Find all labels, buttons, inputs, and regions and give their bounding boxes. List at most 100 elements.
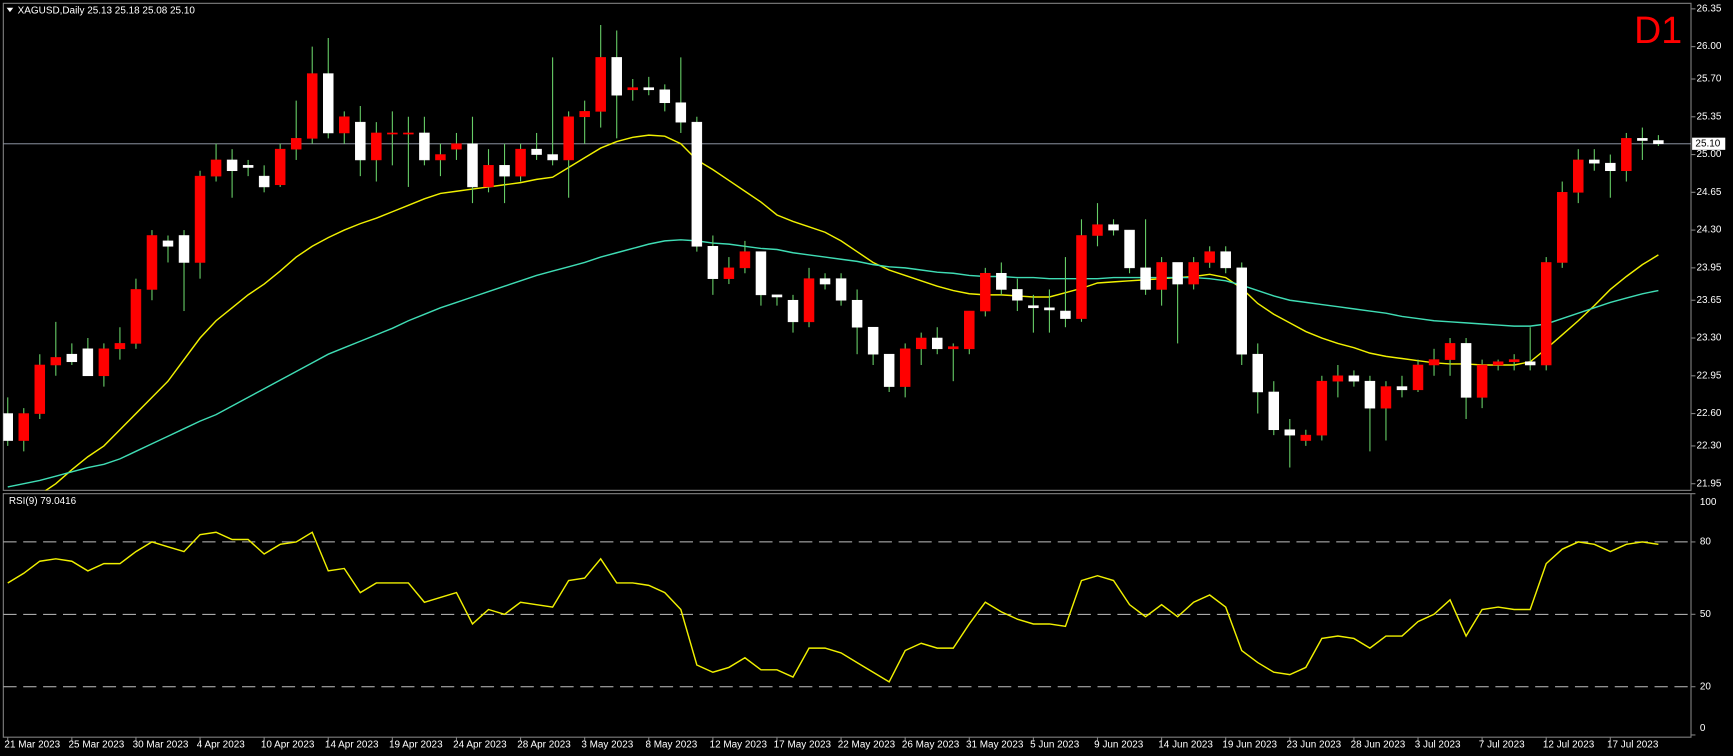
candle-body bbox=[1348, 375, 1360, 382]
candle-body bbox=[18, 413, 30, 441]
x-tick-label: 14 Jun 2023 bbox=[1158, 740, 1213, 751]
candle-body bbox=[723, 267, 735, 279]
candle-body bbox=[355, 121, 366, 161]
candle-body bbox=[3, 413, 13, 441]
candle-body bbox=[419, 132, 430, 161]
candle-body bbox=[1460, 343, 1472, 398]
candle-body bbox=[290, 138, 302, 150]
candle-body bbox=[1332, 375, 1344, 382]
candle-body bbox=[162, 240, 174, 247]
candle-body bbox=[964, 310, 975, 350]
candle-body bbox=[1428, 359, 1440, 366]
timeframe-label: D1 bbox=[1634, 9, 1682, 51]
x-tick-label: 22 May 2023 bbox=[838, 740, 896, 751]
x-tick-label: 30 Mar 2023 bbox=[133, 740, 189, 751]
rsi-header: RSI(9) 79.0416 bbox=[9, 496, 77, 507]
y-tick-label: 25.35 bbox=[1697, 111, 1722, 122]
candle-body bbox=[1220, 251, 1231, 269]
candle-body bbox=[1605, 162, 1616, 172]
candle-body bbox=[194, 175, 206, 263]
candle-body bbox=[1252, 353, 1264, 393]
candle-body bbox=[1524, 361, 1536, 366]
candle-body bbox=[531, 148, 542, 155]
candle-body bbox=[1236, 267, 1247, 355]
candle-body bbox=[771, 294, 783, 298]
candle-body bbox=[1508, 359, 1520, 363]
candle-body bbox=[339, 116, 350, 134]
candle-body bbox=[1444, 343, 1456, 360]
moving-average bbox=[7, 239, 1659, 488]
candle-body bbox=[627, 87, 638, 91]
x-tick-label: 5 Jun 2023 bbox=[1030, 740, 1080, 751]
candle-body bbox=[1540, 262, 1552, 366]
candle-body bbox=[980, 272, 991, 312]
price-label: 25.10 bbox=[1695, 138, 1720, 149]
header-arrow bbox=[6, 7, 14, 13]
main-plot bbox=[3, 25, 1692, 491]
x-tick-label: 12 May 2023 bbox=[710, 740, 768, 751]
y-tick-label: 26.35 bbox=[1697, 3, 1722, 14]
candle-body bbox=[579, 111, 590, 118]
candle-body bbox=[659, 89, 671, 104]
candle-body bbox=[1637, 138, 1648, 141]
candle-body bbox=[691, 121, 703, 247]
y-tick-label: 22.30 bbox=[1697, 441, 1722, 452]
candle-body bbox=[1653, 140, 1664, 145]
y-tick-label: 22.95 bbox=[1697, 370, 1722, 381]
x-tick-label: 14 Apr 2023 bbox=[325, 740, 379, 751]
candle-body bbox=[803, 278, 815, 323]
candle-body bbox=[483, 165, 494, 188]
x-tick-label: 4 Apr 2023 bbox=[197, 740, 246, 751]
candle-body bbox=[258, 175, 270, 188]
x-tick-label: 23 Jun 2023 bbox=[1286, 740, 1341, 751]
x-tick-label: 7 Jul 2023 bbox=[1479, 740, 1525, 751]
x-tick-label: 31 May 2023 bbox=[966, 740, 1024, 751]
candle-body bbox=[66, 353, 78, 363]
x-tick-label: 3 Jul 2023 bbox=[1415, 740, 1461, 751]
candle-body bbox=[226, 159, 238, 172]
candle-body bbox=[1172, 262, 1183, 285]
main-panel-frame bbox=[2, 2, 1692, 491]
candle-body bbox=[1476, 364, 1488, 398]
candle-body bbox=[1076, 235, 1087, 319]
candle-body bbox=[595, 57, 606, 112]
candle-body bbox=[499, 165, 510, 177]
candle-body bbox=[1621, 138, 1632, 172]
x-tick-label: 19 Apr 2023 bbox=[389, 740, 443, 751]
x-tick-label: 28 Jun 2023 bbox=[1351, 740, 1406, 751]
candle-body bbox=[1284, 429, 1296, 436]
x-tick-label: 17 May 2023 bbox=[774, 740, 832, 751]
candle-body bbox=[515, 148, 526, 177]
y-tick-label: 25.00 bbox=[1697, 149, 1722, 160]
candle-body bbox=[675, 102, 687, 123]
candle-body bbox=[1556, 192, 1568, 263]
candle-body bbox=[755, 251, 767, 296]
y-tick-label: 23.95 bbox=[1697, 262, 1722, 273]
candle-body bbox=[50, 357, 62, 366]
x-tick-label: 26 May 2023 bbox=[902, 740, 960, 751]
rsi-panel-frame bbox=[2, 493, 1692, 738]
candle-body bbox=[1060, 310, 1071, 319]
candle-body bbox=[1492, 361, 1504, 366]
x-tick-label: 21 Mar 2023 bbox=[4, 740, 60, 751]
candle-body bbox=[739, 251, 751, 269]
candle-body bbox=[1268, 391, 1280, 431]
axes: 21.95 22.30 22.60 22.95 23.30 23.65 23.95 24.30… bbox=[4, 3, 1726, 751]
candle-body bbox=[899, 348, 911, 387]
candle-body bbox=[948, 346, 959, 350]
candle-body bbox=[323, 73, 334, 134]
y-tick-label: 22.60 bbox=[1697, 408, 1722, 419]
candle-body bbox=[1300, 434, 1312, 441]
candle-body bbox=[82, 348, 94, 377]
candle-body bbox=[996, 272, 1007, 290]
x-tick-label: 28 Apr 2023 bbox=[517, 740, 571, 751]
y-tick-label: 50 bbox=[1700, 609, 1712, 620]
candle-body bbox=[1140, 267, 1151, 290]
candle-body bbox=[707, 246, 719, 279]
candle-body bbox=[1092, 224, 1103, 236]
y-tick-label: 0 bbox=[1700, 723, 1706, 734]
x-tick-label: 17 Jul 2023 bbox=[1607, 740, 1659, 751]
candle-body bbox=[1573, 159, 1584, 193]
y-tick-label: 23.65 bbox=[1697, 295, 1722, 306]
